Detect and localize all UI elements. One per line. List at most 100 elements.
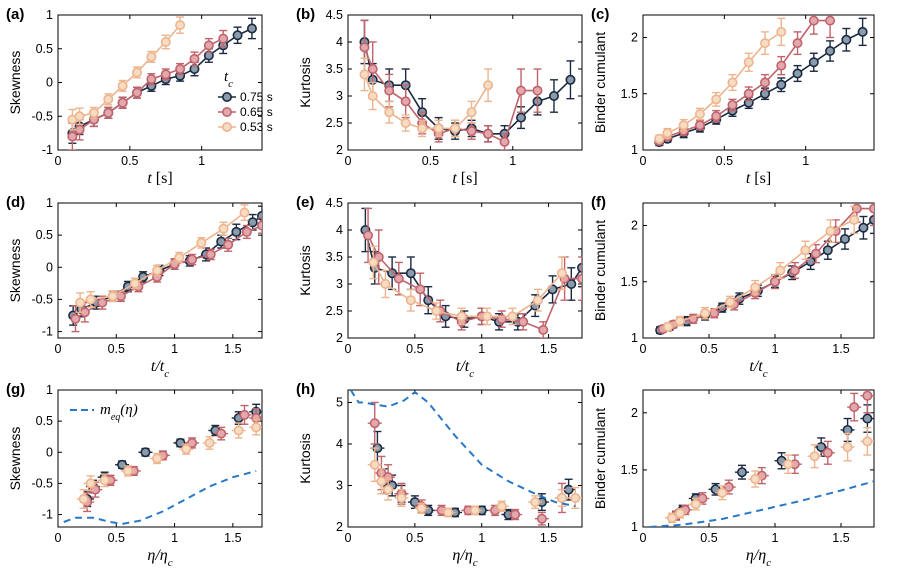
y-tick-label: 2 bbox=[336, 520, 343, 534]
data-point bbox=[566, 278, 577, 289]
data-point bbox=[776, 26, 787, 37]
x-tick-label: 0.5 bbox=[406, 342, 423, 356]
data-point bbox=[570, 492, 581, 503]
axes-frame bbox=[642, 389, 875, 528]
axes-frame bbox=[642, 202, 875, 339]
data-point bbox=[663, 321, 674, 332]
data-point bbox=[750, 282, 761, 293]
data-point bbox=[405, 295, 416, 306]
data-point bbox=[187, 254, 198, 265]
data-point bbox=[808, 15, 819, 26]
data-point bbox=[160, 36, 171, 47]
y-tick-label: 3.5 bbox=[326, 250, 343, 264]
plot-area bbox=[654, 15, 868, 148]
data-point bbox=[483, 128, 494, 139]
data-point bbox=[232, 30, 243, 41]
data-point bbox=[483, 80, 494, 91]
data-point bbox=[825, 15, 836, 26]
y-tick-label: 1 bbox=[631, 143, 638, 157]
y-tick-label: 0.5 bbox=[36, 228, 53, 242]
data-point bbox=[218, 33, 229, 44]
y-tick-label: -0.5 bbox=[31, 292, 53, 306]
data-point bbox=[470, 505, 481, 516]
data-point bbox=[783, 459, 794, 470]
y-axis-label: Kurtosis bbox=[297, 57, 313, 108]
x-tick-label: 0.5 bbox=[108, 342, 125, 356]
data-point bbox=[743, 57, 754, 68]
data-point bbox=[792, 68, 803, 79]
axes-frame bbox=[57, 202, 263, 339]
data-point bbox=[189, 53, 200, 64]
data-point bbox=[556, 268, 567, 279]
data-point bbox=[405, 268, 416, 279]
data-point bbox=[654, 133, 665, 144]
y-axis-label: Skewness bbox=[7, 51, 23, 115]
x-tick-label: 0.5 bbox=[406, 531, 423, 545]
data-point bbox=[367, 64, 378, 75]
data-point bbox=[518, 316, 529, 327]
data-point bbox=[760, 38, 771, 49]
data-point bbox=[239, 207, 250, 218]
data-point bbox=[530, 497, 541, 508]
data-point bbox=[667, 512, 678, 523]
data-point bbox=[496, 501, 507, 512]
eq-legend-label: meq(η) bbox=[100, 402, 138, 423]
data-point bbox=[456, 311, 467, 322]
data-point bbox=[466, 107, 477, 118]
data-point bbox=[862, 390, 873, 401]
data-point bbox=[841, 34, 852, 45]
data-point bbox=[789, 265, 800, 276]
data-point bbox=[674, 316, 685, 327]
legend-label: 0.65 s bbox=[240, 105, 273, 119]
eq-curve-line bbox=[649, 480, 874, 527]
data-point bbox=[723, 482, 734, 493]
data-point bbox=[727, 77, 738, 88]
y-tick-label: 1 bbox=[631, 331, 638, 345]
x-tick-label: 1 bbox=[171, 531, 178, 545]
plot-area bbox=[359, 19, 576, 150]
data-point bbox=[122, 465, 133, 476]
y-tick-label: 1.5 bbox=[621, 87, 638, 101]
data-point bbox=[433, 123, 444, 134]
series-line bbox=[662, 207, 874, 330]
y-tick-label: 2 bbox=[336, 143, 343, 157]
data-point bbox=[140, 447, 151, 458]
y-tick-label: 2.5 bbox=[326, 116, 343, 130]
data-point bbox=[88, 107, 99, 118]
data-point bbox=[247, 217, 258, 228]
data-point bbox=[187, 437, 198, 448]
panel-label: (c) bbox=[591, 6, 609, 23]
data-point bbox=[810, 248, 821, 259]
data-point bbox=[760, 77, 771, 88]
panel-label: (a) bbox=[6, 6, 24, 23]
x-tick-label: 0 bbox=[640, 531, 647, 545]
data-point bbox=[152, 265, 163, 276]
data-point bbox=[146, 51, 157, 62]
data-point bbox=[70, 313, 81, 324]
y-axis-label: Skewness bbox=[7, 239, 23, 303]
x-axis-label: η/ηc bbox=[452, 547, 477, 569]
data-point bbox=[75, 297, 86, 308]
x-tick-label: 1 bbox=[802, 154, 809, 168]
legend-marker bbox=[222, 107, 233, 118]
data-point bbox=[857, 26, 868, 37]
data-point bbox=[85, 478, 96, 489]
data-point bbox=[809, 451, 820, 462]
data-point bbox=[74, 124, 85, 135]
plot-area bbox=[68, 204, 262, 333]
data-point bbox=[792, 38, 803, 49]
data-point bbox=[363, 230, 374, 241]
panel-label: (g) bbox=[6, 381, 25, 398]
data-point bbox=[416, 503, 427, 514]
y-tick-label: 3 bbox=[336, 277, 343, 291]
x-tick-label: 0.5 bbox=[422, 154, 439, 168]
panel-label: (h) bbox=[296, 381, 315, 398]
y-tick-label: -1 bbox=[42, 508, 53, 522]
y-tick-label: 3.5 bbox=[326, 62, 343, 76]
data-point bbox=[117, 80, 128, 91]
data-point bbox=[146, 74, 157, 85]
x-axis-label: t/tc bbox=[151, 358, 169, 380]
panel-g: 0 0.5 1 1.5 -1 -0.5 0 0.5 1 (g) Skewness η/ηc bbox=[6, 381, 263, 569]
data-point bbox=[359, 69, 370, 80]
x-tick-label: 0 bbox=[640, 154, 647, 168]
